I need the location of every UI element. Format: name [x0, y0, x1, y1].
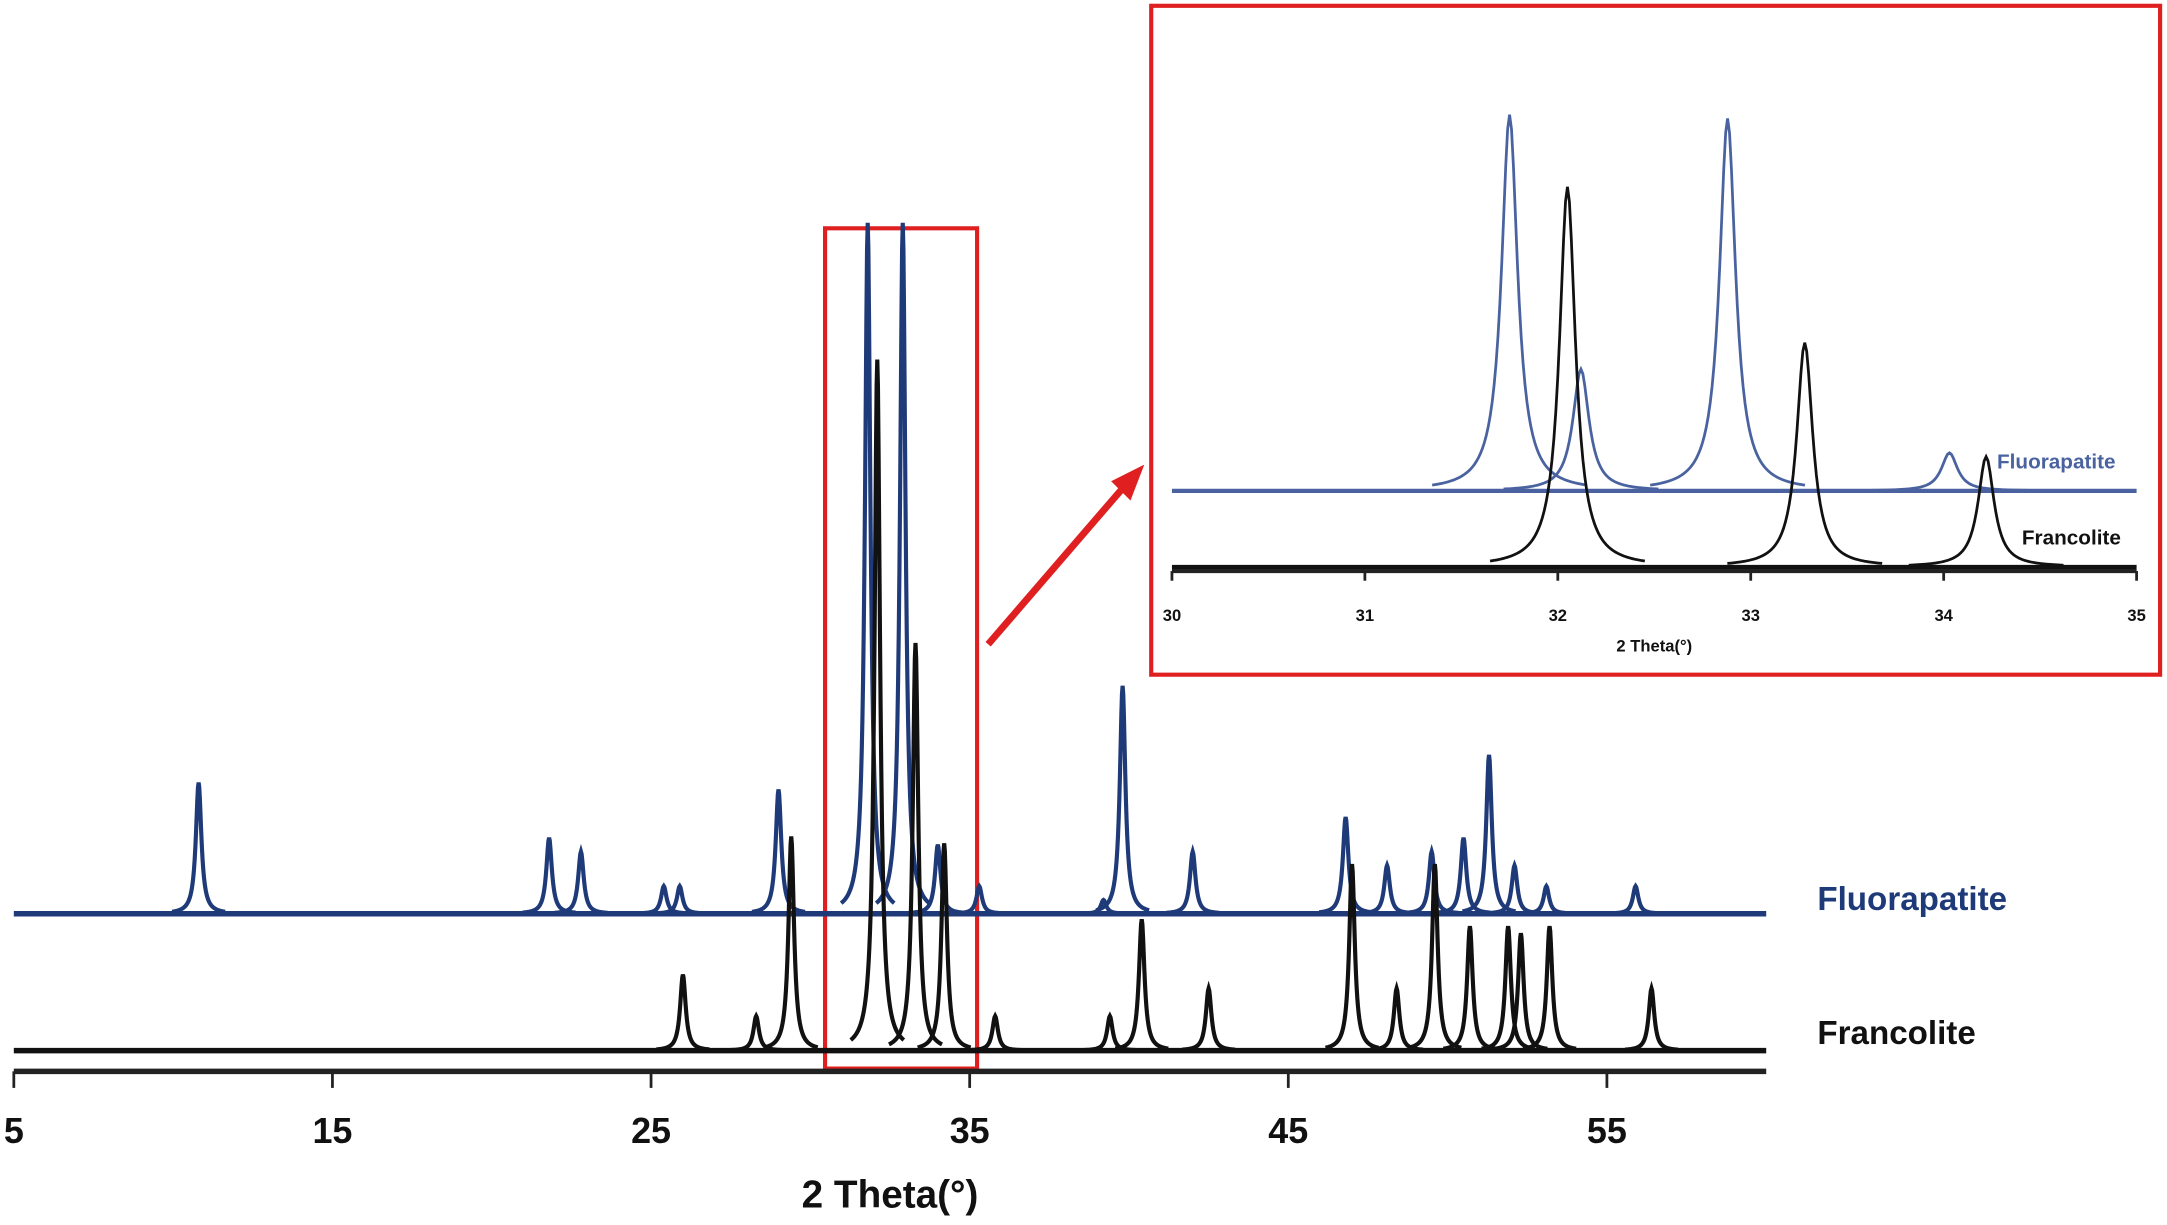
- peak: [637, 882, 691, 916]
- peak: [1083, 1011, 1137, 1053]
- x-tick-label: 32: [1549, 606, 1567, 625]
- peak: [1503, 365, 1659, 491]
- peak: [1407, 863, 1462, 1050]
- x-tick-label: 45: [1268, 1110, 1308, 1151]
- peak: [1908, 453, 2064, 567]
- peak: [1436, 837, 1491, 915]
- x-tick-label: 5: [4, 1110, 24, 1151]
- x-axis-title: 2 Theta(°): [802, 1173, 979, 1216]
- peak: [656, 974, 710, 1052]
- peak: [1727, 342, 1883, 565]
- peak: [1166, 843, 1220, 915]
- x-tick-label: 35: [2127, 606, 2145, 625]
- x-tick-label: 30: [1163, 606, 1181, 625]
- peak: [1325, 863, 1379, 1050]
- peak: [952, 882, 1006, 916]
- peak: [849, 359, 906, 1042]
- x-tick-label: 55: [1587, 1110, 1627, 1151]
- x-axis-title: 2 Theta(°): [1616, 636, 1692, 655]
- peak: [1369, 980, 1424, 1052]
- peak: [1318, 816, 1373, 915]
- series-label: Fluorapatite: [1817, 881, 2007, 918]
- peak: [522, 837, 576, 915]
- peak: [1624, 980, 1679, 1052]
- peak: [729, 1011, 783, 1053]
- peak: [554, 843, 608, 915]
- peak: [874, 222, 931, 905]
- peak: [1360, 859, 1414, 916]
- peak: [1872, 451, 2027, 492]
- series-label: Francolite: [2022, 527, 2121, 550]
- x-tick-label: 15: [312, 1110, 352, 1151]
- series-label: Fluorapatite: [1997, 451, 2116, 474]
- peak: [1649, 118, 1806, 487]
- arrow-head: [1111, 464, 1145, 501]
- peak: [653, 882, 707, 916]
- peak: [1095, 685, 1150, 913]
- peak: [1494, 932, 1548, 1051]
- peak: [764, 836, 819, 1050]
- zoom-arrow: [985, 481, 1129, 647]
- peak: [1114, 919, 1169, 1051]
- peak: [968, 1011, 1022, 1053]
- x-tick-label: 34: [1934, 606, 1953, 625]
- peak: [1181, 980, 1236, 1052]
- peak: [839, 222, 896, 905]
- inset-box: [1149, 3, 2163, 677]
- peak: [917, 843, 972, 1050]
- x-tick-label: 33: [1742, 606, 1760, 625]
- peak: [171, 782, 226, 914]
- peak: [1431, 114, 1588, 487]
- x-tick-label: 35: [950, 1110, 990, 1151]
- peak: [1519, 882, 1573, 916]
- x-tick-label: 25: [631, 1110, 671, 1151]
- peak: [1076, 897, 1131, 916]
- peak: [1522, 925, 1577, 1051]
- peak: [1489, 186, 1646, 563]
- peak: [1609, 882, 1663, 916]
- x-tick-label: 31: [1356, 606, 1374, 625]
- series-label: Francolite: [1817, 1015, 1975, 1052]
- peak: [1462, 754, 1516, 914]
- peak: [751, 789, 806, 914]
- peak: [1443, 925, 1497, 1051]
